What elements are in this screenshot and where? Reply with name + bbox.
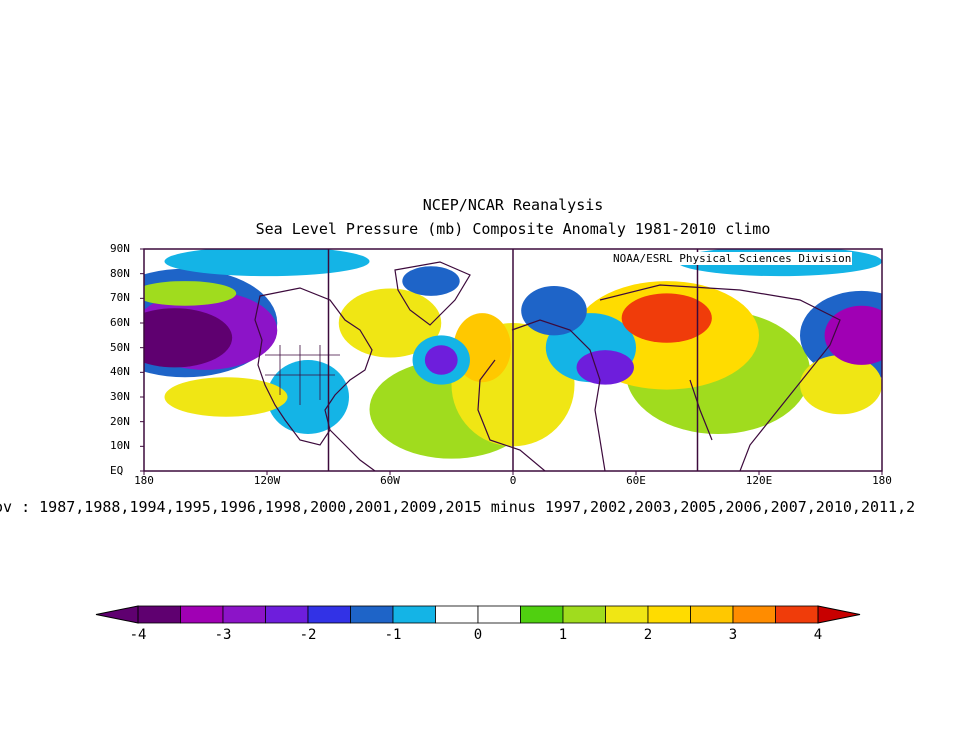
anomaly-blob	[521, 286, 587, 336]
colorbar-label: -1	[384, 627, 402, 643]
colorbar-label: 4	[813, 627, 823, 643]
anomaly-blob	[144, 308, 233, 368]
colorbar-max-arrow	[817, 605, 861, 624]
lat-tick-label: EQ	[110, 464, 124, 477]
colorbar	[95, 605, 861, 624]
colorbar-swatch	[647, 605, 691, 624]
colorbar-swatch	[350, 605, 394, 624]
lat-tick-label: 80N	[110, 266, 130, 280]
lon-tick-label: 60E	[626, 474, 646, 487]
colorbar-label: 1	[558, 627, 568, 643]
lat-tick-label: 60N	[110, 316, 130, 329]
colorbar-swatch	[180, 605, 224, 624]
lon-tick-label: 60W	[380, 474, 400, 487]
lat-tick-label: 50N	[110, 340, 130, 354]
colorbar-label: 2	[643, 627, 653, 643]
colorbar-label: 0	[473, 627, 483, 643]
anomaly-blob	[338, 288, 442, 358]
colorbar-swatch	[520, 605, 564, 624]
lon-tick-label: 120E	[745, 474, 773, 487]
lon-tick-label: 180	[872, 474, 892, 487]
credit-label: NOAA/ESRL Physical Sciences Division	[612, 252, 853, 265]
lat-tick-label: 90N	[110, 242, 130, 255]
lat-tick-label: 10N	[110, 439, 130, 453]
colorbar-swatch	[137, 605, 181, 624]
colorbar-swatch	[435, 605, 479, 624]
colorbar-swatch	[775, 605, 819, 624]
colorbar-label: -2	[299, 627, 317, 643]
colorbar-label: -3	[214, 627, 232, 643]
lat-tick-label: 40N	[110, 365, 130, 379]
colorbar-swatch	[477, 605, 521, 624]
lat-tick-label: 70N	[110, 291, 130, 305]
colorbar-swatch	[690, 605, 734, 624]
colorbar-swatch	[222, 605, 266, 624]
lat-tick-marks	[140, 248, 144, 472]
colorbar-swatch	[605, 605, 649, 624]
colorbar-label: 3	[728, 627, 738, 643]
anomaly-blob	[621, 293, 712, 343]
lon-tick-label: 180	[134, 474, 154, 487]
anomaly-blob	[424, 345, 458, 375]
colorbar-min-arrow	[95, 605, 139, 624]
colorbar-swatch	[732, 605, 776, 624]
anomaly-blob	[576, 350, 634, 385]
anomaly-blob	[164, 249, 370, 277]
lon-tick-label: 120W	[253, 474, 281, 487]
anomaly-blob	[800, 355, 882, 415]
anomaly-blob	[144, 281, 237, 306]
composite-caption: ov : 1987,1988,1994,1995,1996,1998,2000,…	[0, 498, 916, 516]
colorbar-label: -4	[129, 627, 147, 643]
anomaly-blob	[402, 266, 460, 296]
lon-tick-label: 0	[509, 474, 517, 487]
anomaly-blob	[164, 377, 288, 417]
lat-tick-label: 20N	[110, 414, 130, 428]
colorbar-swatch	[562, 605, 606, 624]
lat-tick-label: 30N	[110, 390, 130, 403]
coastlines	[254, 261, 841, 471]
lon-tick-marks	[143, 471, 883, 475]
chart-title: NCEP/NCAR Reanalysis	[422, 196, 604, 214]
meridian-lines	[327, 249, 699, 471]
chart-subtitle: Sea Level Pressure (mb) Composite Anomal…	[255, 220, 771, 238]
colorbar-swatch	[392, 605, 436, 624]
colorbar-swatch	[307, 605, 351, 624]
anomaly-blob	[824, 305, 882, 365]
colorbar-swatch	[265, 605, 309, 624]
